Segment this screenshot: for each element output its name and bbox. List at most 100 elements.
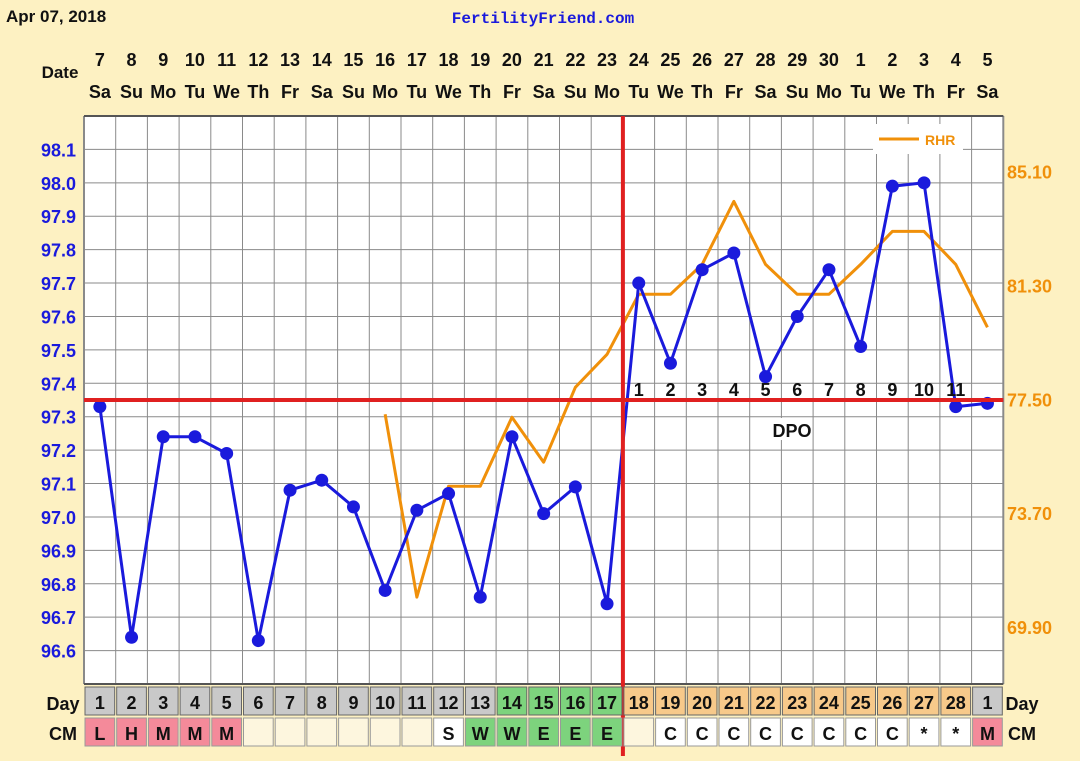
temperature-point [251,634,265,648]
weekday-tick-label: Tu [407,82,428,102]
weekday-tick-label: Tu [850,82,871,102]
cycle-day-box [496,686,528,716]
chart-date-label: Apr 07, 2018 [6,7,106,26]
dpo-caption-backdrop [772,418,812,440]
date-tick-label: 18 [439,50,459,70]
date-tick-label: 16 [375,50,395,70]
cm-value-label: * [921,724,928,744]
right-axis-tick-label: 77.50 [1007,390,1052,410]
temperature-point [790,309,804,323]
cycle-day-box [591,686,623,716]
cm-box [686,717,718,747]
dpo-number-label: 2 [665,380,675,400]
weekday-tick-label: Mo [594,82,620,102]
cycle-day-label: 8 [317,693,327,713]
cycle-day-label: 26 [882,693,902,713]
cm-box [401,717,433,747]
day-row-label-left: Day [46,694,79,714]
cycle-day-label: 14 [502,693,522,713]
left-axis-tick-label: 96.8 [41,575,76,595]
left-axis-tick-label: 97.0 [41,508,76,528]
left-axis-tick-label: 97.6 [41,307,76,327]
date-tick-label: 24 [629,50,649,70]
cm-value-label: C [696,724,709,744]
cm-box [179,717,211,747]
cycle-day-label: 4 [190,693,200,713]
cycle-day-box [243,686,274,716]
dpo-number-label: 6 [792,380,802,400]
cycle-day-label: 18 [629,693,649,713]
date-tick-label: 19 [470,50,490,70]
dpo-number-label: 4 [729,380,739,400]
cycle-day-label: 16 [565,693,585,713]
dpo-number-label: 11 [946,380,965,400]
weekday-tick-label: Th [691,82,713,102]
left-axis-tick-label: 97.7 [41,274,76,294]
weekday-tick-label: Sa [89,82,112,102]
cycle-day-label: 1 [95,693,105,713]
temperature-point [410,503,424,517]
temperature-point [315,473,329,487]
cm-box [750,717,781,747]
cycle-day-label: 28 [946,693,966,713]
temperature-point [537,507,551,521]
cycle-day-label: 13 [470,693,490,713]
dpo-number-label: 8 [856,380,866,400]
date-tick-label: 13 [280,50,300,70]
weekday-tick-label: Su [120,82,143,102]
left-axis-tick-label: 97.1 [41,475,76,495]
cm-box [274,717,306,747]
temperature-point [442,487,456,501]
cycle-day-box [686,686,718,716]
cm-value-label: M [219,724,234,744]
weekday-tick-label: Fr [281,82,299,102]
cycle-day-label: 6 [253,693,263,713]
weekday-tick-label: Th [469,82,491,102]
temperature-point [220,446,234,460]
temperature-point [695,263,709,277]
cycle-day-box [813,686,845,716]
weekday-tick-label: Sa [755,82,778,102]
cm-box [369,717,401,747]
cm-value-label: C [664,724,677,744]
date-tick-label: 8 [127,50,137,70]
date-tick-label: 4 [951,50,961,70]
cycle-day-box [179,686,211,716]
cycle-day-label: 23 [787,693,807,713]
cycle-day-box [560,686,591,716]
date-row-label: Date [42,63,79,82]
day-row-label-right: Day [1005,694,1038,714]
left-axis-tick-label: 97.4 [41,374,76,394]
cm-value-label: E [569,724,581,744]
weekday-tick-label: We [213,82,240,102]
cm-value-label: C [727,724,740,744]
dpo-number-label: 1 [634,380,644,400]
temperature-series [93,176,994,648]
dpo-number-label: 5 [761,380,771,400]
site-name: FertilityFriend.com [452,10,635,28]
cycle-day-label: 1 [982,693,992,713]
cm-box [718,717,750,747]
weekday-tick-label: Su [786,82,809,102]
cm-value-label: M [156,724,171,744]
temperature-point [632,276,646,290]
left-axis-tick-label: 97.2 [41,441,76,461]
cm-box [338,717,369,747]
cm-box [591,717,623,747]
cm-value-label: C [759,724,772,744]
cm-box [845,717,876,747]
temperature-point [283,483,297,497]
dpo-number-label: 7 [824,380,834,400]
date-tick-label: 27 [724,50,744,70]
cm-box [306,717,338,747]
weekday-tick-label: Mo [816,82,842,102]
cycle-day-box [972,686,1003,716]
cm-value-label: C [886,724,899,744]
date-tick-label: 22 [565,50,585,70]
annotations: 1 2 3 4 5 6 7 8 9 10 11 DPO RHR [634,124,965,441]
cycle-day-box [908,686,940,716]
date-tick-label: 26 [692,50,712,70]
temperature-point [568,480,582,494]
cm-box [908,717,940,747]
